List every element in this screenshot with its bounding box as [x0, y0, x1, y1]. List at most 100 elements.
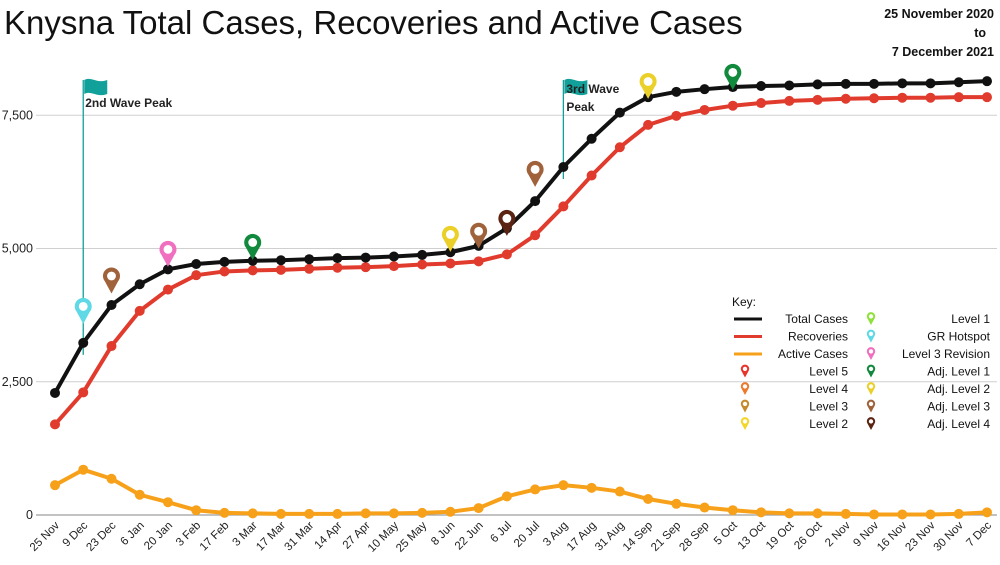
y-tick-label: 5,000 [2, 242, 33, 256]
data-point [982, 507, 992, 518]
data-point [699, 104, 710, 115]
date-range: 25 November 2020 to 7 December 2021 [854, 5, 994, 62]
y-tick-label: 0 [26, 508, 33, 522]
data-point [162, 284, 173, 295]
legend-label-adj-level-4: Adj. Level 4 [927, 417, 990, 431]
x-tick-label: 20 Jul [512, 520, 542, 550]
x-tick-label: 23 Dec [84, 519, 118, 553]
level-marker-pin [724, 63, 742, 90]
data-point [445, 247, 456, 258]
level-marker-pin [102, 267, 120, 294]
legend-pin-gr-hotspot [866, 329, 876, 343]
data-point [304, 254, 315, 265]
data-point [219, 266, 230, 277]
series-line-active-cases [54, 467, 988, 517]
data-point [558, 480, 569, 491]
data-point [614, 486, 625, 497]
x-tick-label: 14 Apr [313, 520, 345, 552]
data-point [897, 78, 908, 89]
legend-pin-level-3-revision [866, 347, 876, 360]
data-point [756, 80, 767, 91]
data-point [953, 77, 964, 88]
data-point [417, 259, 428, 270]
series-recoveries [50, 92, 992, 430]
data-point [558, 161, 569, 172]
data-point [530, 196, 541, 207]
data-point [417, 249, 428, 260]
data-point [247, 508, 258, 519]
data-point [417, 507, 428, 518]
data-point [784, 80, 795, 91]
data-point [106, 473, 117, 484]
level-marker-pin [526, 160, 544, 187]
data-point [134, 305, 145, 316]
data-point [304, 508, 315, 519]
data-point [445, 258, 456, 269]
data-point [897, 509, 908, 520]
data-point [530, 230, 541, 241]
data-point [473, 503, 484, 514]
data-point [530, 484, 541, 495]
data-point [840, 508, 851, 519]
data-point [162, 497, 173, 508]
x-tick-label: 14 Sep [621, 520, 655, 554]
data-point [134, 489, 145, 500]
legend-pin-adj-level-4 [866, 417, 876, 430]
y-axis-tick-labels: 0 2,500 5,000 7,500 [2, 108, 33, 522]
data-point [191, 270, 202, 281]
wave-peak-label: 2nd Wave Peak [85, 96, 172, 110]
x-tick-label: 16 Nov [875, 519, 909, 553]
data-point [756, 507, 767, 518]
data-point [869, 93, 880, 104]
x-tick-label: 28 Sep [677, 520, 711, 554]
wave-peak-label: 3rd Wave Peak [566, 82, 619, 114]
legend-pin-level-2 [740, 417, 750, 430]
data-point [869, 78, 880, 89]
legend-label-level-1: Level 1 [951, 312, 990, 326]
data-point [727, 505, 738, 516]
wave-peak-flag: 3rd Wave Peak [562, 78, 620, 179]
legend-pin-adj-level-2 [866, 382, 876, 395]
data-point [50, 480, 60, 491]
data-point [473, 256, 484, 267]
legend-pin-adj-level-3 [866, 399, 876, 413]
legend-pin-level-5 [740, 364, 750, 378]
data-point [106, 341, 117, 352]
data-point [388, 508, 399, 519]
data-point [671, 110, 682, 121]
legend-label-level-2: Level 2 [809, 417, 848, 431]
data-point [982, 76, 992, 87]
x-tick-label: 17 Feb [198, 520, 232, 554]
legend-label-active-cases: Active Cases [778, 347, 848, 361]
x-tick-label: 23 Nov [903, 519, 937, 553]
data-point [586, 133, 597, 144]
series-active-cases [50, 464, 992, 520]
data-point [699, 502, 710, 513]
data-point [586, 170, 597, 181]
data-point [388, 261, 399, 272]
level-markers [74, 63, 742, 324]
data-point [812, 79, 823, 90]
data-point [388, 251, 399, 262]
chart-title: Knysna Total Cases, Recoveries and Activ… [4, 4, 743, 41]
data-point [501, 249, 512, 260]
x-tick-label: 17 Aug [565, 520, 599, 554]
x-tick-label: 22 Jun [453, 520, 486, 553]
data-point [982, 92, 992, 103]
x-tick-label: 25 Nov [28, 519, 62, 553]
data-point [953, 92, 964, 103]
data-point [162, 264, 173, 275]
legend-pin-level-4 [740, 382, 750, 395]
series-total-cases [50, 76, 992, 398]
gridlines [36, 114, 997, 516]
legend-label-adj-level-3: Adj. Level 3 [927, 400, 990, 414]
x-tick-label: 26 Oct [792, 519, 825, 552]
legend-title: Key: [732, 295, 756, 309]
data-point [106, 300, 117, 311]
legend: Key: Total Cases Recoveries Active Cases Lev… [732, 295, 991, 431]
data-point [897, 92, 908, 103]
data-point [925, 92, 936, 103]
x-tick-label: 2 Nov [823, 519, 853, 549]
